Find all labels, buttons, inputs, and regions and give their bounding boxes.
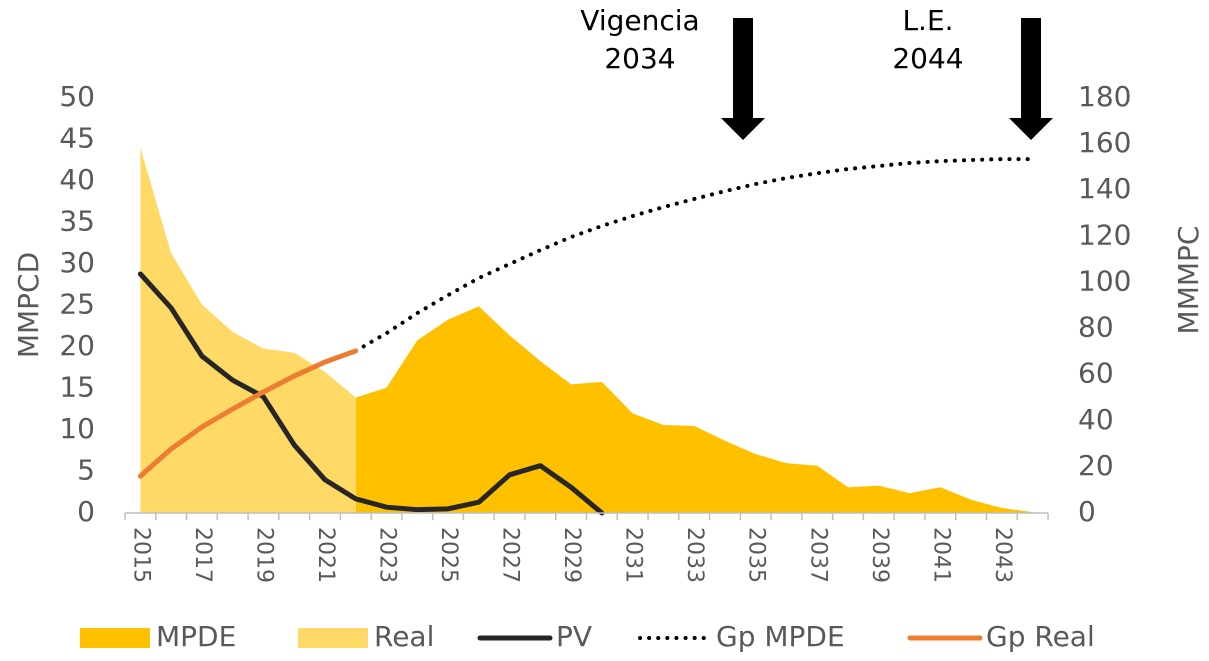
y2-tick-label: 160	[1078, 126, 1131, 159]
y-tick-label: 50	[59, 80, 95, 113]
y-tick-label: 5	[77, 454, 95, 487]
x-tick-label: 2021	[313, 527, 338, 583]
arrow	[721, 18, 765, 140]
y2-tick-label: 0	[1078, 495, 1096, 528]
y-axis-title: MMPCD	[12, 252, 45, 358]
y2-axis-title: MMMPC	[1172, 226, 1205, 335]
x-tick-label: 2025	[436, 527, 461, 583]
y2-tick-label: 40	[1078, 403, 1114, 436]
legend-label: PV	[556, 620, 592, 653]
y-tick-label: 0	[77, 495, 95, 528]
y2-tick-label: 60	[1078, 357, 1114, 390]
y2-tick-label: 180	[1078, 80, 1131, 113]
x-tick-label: 2019	[251, 527, 276, 583]
line	[353, 157, 1035, 353]
legend-swatch	[298, 628, 368, 648]
x-tick-label: 2029	[559, 527, 584, 583]
y-tick-label: 30	[59, 246, 95, 279]
y-tick-label: 10	[59, 412, 95, 445]
annotation: 2044	[892, 42, 963, 75]
x-tick-label: 2023	[375, 527, 400, 583]
x-tick-label: 2041	[928, 527, 953, 583]
x-tick-label: 2027	[498, 527, 523, 583]
y2-tick-label: 80	[1078, 311, 1114, 344]
y-tick-label: 40	[59, 163, 95, 196]
annotation: L.E.	[902, 4, 953, 37]
y2-tick-label: 120	[1078, 218, 1131, 251]
area	[140, 147, 356, 514]
annotation: Vigencia	[580, 4, 699, 37]
legend-swatch	[80, 628, 150, 648]
line	[137, 348, 359, 479]
line	[137, 271, 605, 516]
x-tick-label: 2039	[867, 527, 892, 583]
y-tick-label: 25	[59, 288, 95, 321]
annotation: 2034	[604, 42, 675, 75]
y2-tick-label: 100	[1078, 264, 1131, 297]
x-tick-label: 2035	[744, 527, 769, 583]
legend-label: Gp MPDE	[716, 620, 845, 653]
x-tick-label: 2037	[805, 527, 830, 583]
y-tick-label: 45	[59, 122, 95, 155]
area	[355, 306, 1033, 513]
x-tick-label: 2015	[128, 527, 153, 583]
legend-label: MPDE	[156, 620, 236, 653]
y2-tick-label: 20	[1078, 449, 1114, 482]
x-tick-label: 2043	[990, 527, 1015, 583]
y-tick-label: 15	[59, 371, 95, 404]
y-tick-label: 35	[59, 205, 95, 238]
x-tick-label: 2033	[682, 527, 707, 583]
legend-label: Real	[374, 620, 434, 653]
x-tick-label: 2017	[190, 527, 215, 583]
legend-label: Gp Real	[986, 620, 1095, 653]
arrow	[1009, 18, 1053, 140]
y2-tick-label: 140	[1078, 172, 1131, 205]
x-tick-label: 2031	[621, 527, 646, 583]
y-tick-label: 20	[59, 329, 95, 362]
